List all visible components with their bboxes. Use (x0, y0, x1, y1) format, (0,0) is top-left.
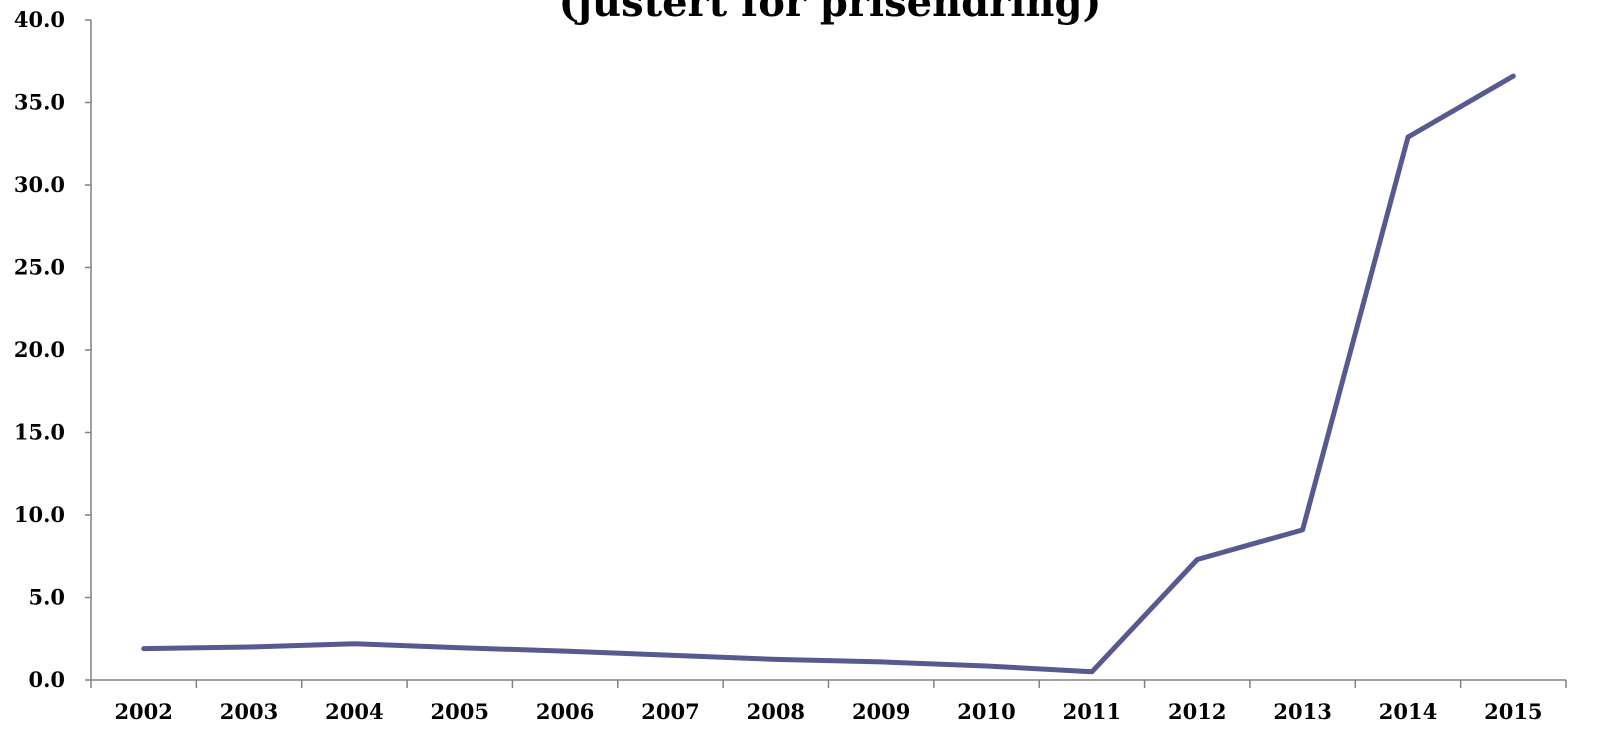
y-tick-label: 10.0 (14, 502, 65, 527)
y-axis: 0.0 5.0 10.0 15.0 20.0 25.0 30.0 35.0 40.0 (14, 7, 92, 692)
x-tick-label: 2004 (325, 699, 383, 724)
x-axis: 2002 2003 2004 2005 2006 2007 2008 2009 2010 2011… (90, 679, 1567, 724)
x-tick-label: 2010 (957, 699, 1015, 724)
chart-title: (justert for prisendring) (559, 0, 1102, 26)
series-line-0 (141, 73, 1516, 675)
x-tick-label: 2002 (114, 699, 172, 724)
y-tick-label: 30.0 (14, 172, 65, 197)
x-tick-label: 2008 (747, 699, 805, 724)
x-tick-label: 2007 (641, 699, 699, 724)
x-tick-label: 2003 (220, 699, 278, 724)
y-tick-label: 20.0 (14, 337, 65, 362)
x-tick-label: 2013 (1273, 699, 1331, 724)
x-tick-label: 2011 (1063, 699, 1121, 724)
y-tick-label: 0.0 (28, 667, 65, 692)
x-tick-label: 2006 (536, 699, 594, 724)
x-tick-label: 2005 (431, 699, 489, 724)
y-tick-label: 15.0 (14, 420, 65, 445)
x-tick-label: 2012 (1168, 699, 1226, 724)
x-tick-label: 2009 (852, 699, 910, 724)
x-tick-label: 2015 (1484, 699, 1542, 724)
y-tick-label: 25.0 (14, 255, 65, 280)
series-layer (141, 73, 1516, 675)
y-tick-label: 35.0 (14, 90, 65, 115)
y-tick-label: 5.0 (28, 585, 65, 610)
x-tick-label: 2014 (1379, 699, 1437, 724)
y-tick-label: 40.0 (14, 7, 65, 32)
